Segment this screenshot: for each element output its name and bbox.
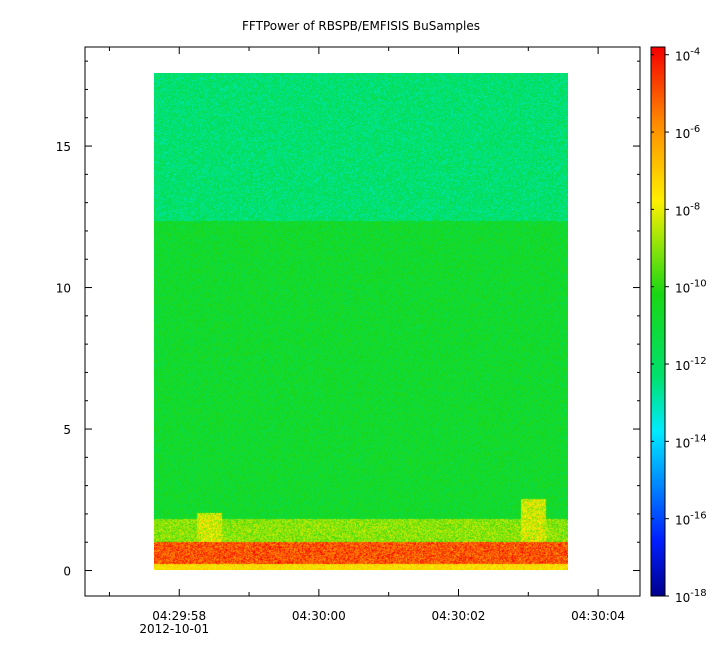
chart-title: FFTPower of RBSPB/EMFISIS BuSamples xyxy=(242,19,480,33)
colorbar-frame xyxy=(650,46,666,597)
y-tick-label: 15 xyxy=(56,140,71,154)
colorbar-tick-label: 10-6 xyxy=(675,124,700,141)
y-axis: 0 5 10 15 xyxy=(56,60,640,579)
x-tick-label: 04:30:04 xyxy=(571,609,625,623)
colorbar-tick-label: 10-8 xyxy=(675,201,700,218)
x-tick-label: 04:29:58 xyxy=(152,609,206,623)
colorbar-tick-label: 10-10 xyxy=(675,279,707,296)
x-tick-sublabel: 2012-10-01 xyxy=(139,622,209,636)
y-tick-label: 10 xyxy=(56,282,71,296)
x-tick-label: 04:30:00 xyxy=(292,609,346,623)
colorbar-tick-label: 10-18 xyxy=(675,588,707,605)
colorbar-tick-label: 10-4 xyxy=(675,47,700,64)
colorbar-axis: 10-4 10-6 10-8 10-10 10-12 10-14 10-16 10-18 xyxy=(651,47,707,605)
y-tick-label: 5 xyxy=(63,423,71,437)
y-tick-label: 0 xyxy=(63,565,71,579)
colorbar-tick-label: 10-16 xyxy=(675,511,707,528)
colorbar-tick-label: 10-12 xyxy=(675,356,707,373)
colorbar-tick-label: 10-14 xyxy=(675,433,707,450)
x-tick-label: 04:30:02 xyxy=(432,609,486,623)
colorbar xyxy=(651,47,665,596)
spectrogram-heatmap xyxy=(154,73,568,570)
